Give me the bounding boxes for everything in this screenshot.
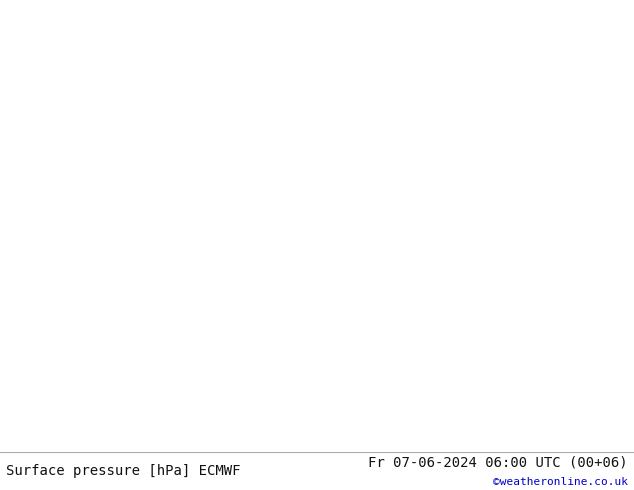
Text: Surface pressure [hPa] ECMWF: Surface pressure [hPa] ECMWF — [6, 464, 241, 478]
Text: Fr 07-06-2024 06:00 UTC (00+06): Fr 07-06-2024 06:00 UTC (00+06) — [368, 456, 628, 469]
Text: ©weatheronline.co.uk: ©weatheronline.co.uk — [493, 477, 628, 487]
